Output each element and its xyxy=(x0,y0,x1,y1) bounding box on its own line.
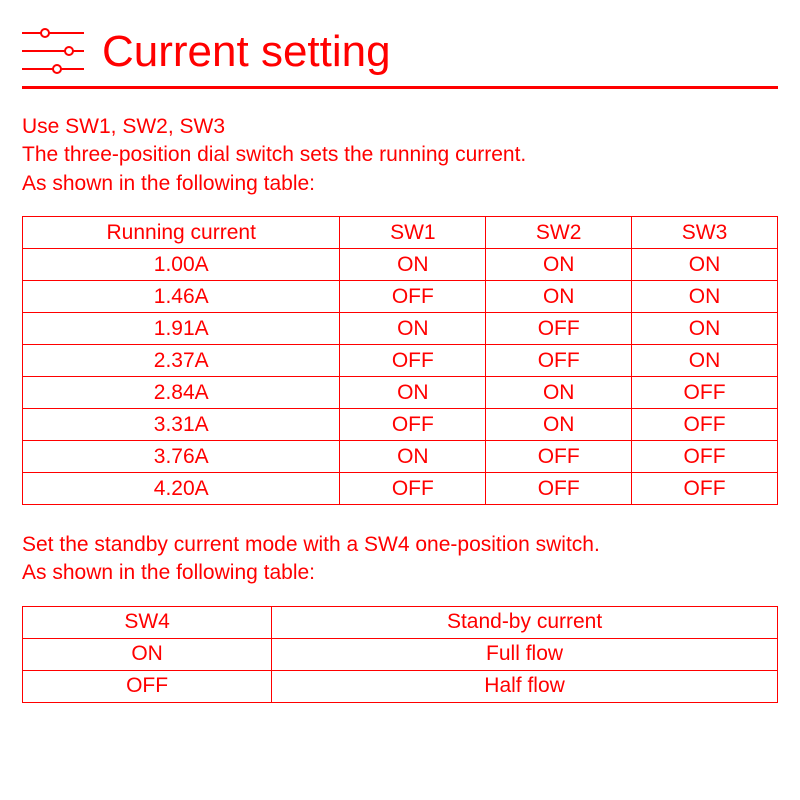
cell: 2.37A xyxy=(23,345,340,377)
desc-text: As shown in the following table: xyxy=(22,172,315,195)
col-header: SW2 xyxy=(486,217,632,249)
desc-text: As shown in the following table: xyxy=(22,561,315,584)
cell: ON xyxy=(486,409,632,441)
page-title: Current setting xyxy=(102,27,391,77)
col-header: SW3 xyxy=(632,217,778,249)
cell: 3.76A xyxy=(23,441,340,473)
cell: OFF xyxy=(486,441,632,473)
running-current-table: Running current SW1 SW2 SW3 1.00A ON ON … xyxy=(22,216,778,505)
desc-text: Set the standby current mode with a SW4 … xyxy=(22,533,600,556)
cell: ON xyxy=(340,377,486,409)
cell: ON xyxy=(632,345,778,377)
cell: OFF xyxy=(23,670,272,702)
cell: 3.31A xyxy=(23,409,340,441)
cell: OFF xyxy=(632,409,778,441)
cell: 1.00A xyxy=(23,249,340,281)
cell: OFF xyxy=(486,313,632,345)
cell: OFF xyxy=(486,345,632,377)
section1-description: Use SW1, SW2, SW3 The three-position dia… xyxy=(22,113,778,198)
settings-sliders-icon xyxy=(22,24,84,80)
cell: ON xyxy=(632,281,778,313)
desc-text: Use SW1, SW2, SW3 xyxy=(22,115,225,138)
cell: 2.84A xyxy=(23,377,340,409)
standby-current-table: SW4 Stand-by current ON Full flow OFF Ha… xyxy=(22,606,778,703)
cell: ON xyxy=(632,313,778,345)
cell: 1.91A xyxy=(23,313,340,345)
cell: ON xyxy=(23,638,272,670)
table-row: ON Full flow xyxy=(23,638,778,670)
cell: ON xyxy=(486,377,632,409)
cell: Half flow xyxy=(272,670,778,702)
table-header-row: SW4 Stand-by current xyxy=(23,606,778,638)
desc-text: The three-position dial switch sets the … xyxy=(22,143,526,166)
table-row: 2.37A OFF OFF ON xyxy=(23,345,778,377)
cell: OFF xyxy=(340,281,486,313)
table-header-row: Running current SW1 SW2 SW3 xyxy=(23,217,778,249)
cell: OFF xyxy=(340,473,486,505)
table-row: 1.46A OFF ON ON xyxy=(23,281,778,313)
header-underline xyxy=(22,86,778,89)
table-row: OFF Half flow xyxy=(23,670,778,702)
cell: ON xyxy=(486,249,632,281)
table-row: 1.00A ON ON ON xyxy=(23,249,778,281)
table-row: 3.76A ON OFF OFF xyxy=(23,441,778,473)
cell: ON xyxy=(632,249,778,281)
col-header: SW1 xyxy=(340,217,486,249)
cell: 4.20A xyxy=(23,473,340,505)
cell: ON xyxy=(340,441,486,473)
col-header: Stand-by current xyxy=(272,606,778,638)
table-row: 4.20A OFF OFF OFF xyxy=(23,473,778,505)
cell: OFF xyxy=(632,377,778,409)
cell: 1.46A xyxy=(23,281,340,313)
cell: OFF xyxy=(486,473,632,505)
cell: OFF xyxy=(632,441,778,473)
section2-description: Set the standby current mode with a SW4 … xyxy=(22,531,778,588)
table-row: 2.84A ON ON OFF xyxy=(23,377,778,409)
table-row: 1.91A ON OFF ON xyxy=(23,313,778,345)
table-row: 3.31A OFF ON OFF xyxy=(23,409,778,441)
col-header: Running current xyxy=(23,217,340,249)
cell: OFF xyxy=(340,409,486,441)
cell: Full flow xyxy=(272,638,778,670)
cell: ON xyxy=(340,249,486,281)
col-header: SW4 xyxy=(23,606,272,638)
cell: OFF xyxy=(632,473,778,505)
cell: ON xyxy=(340,313,486,345)
cell: ON xyxy=(486,281,632,313)
cell: OFF xyxy=(340,345,486,377)
page-header: Current setting xyxy=(22,24,778,80)
